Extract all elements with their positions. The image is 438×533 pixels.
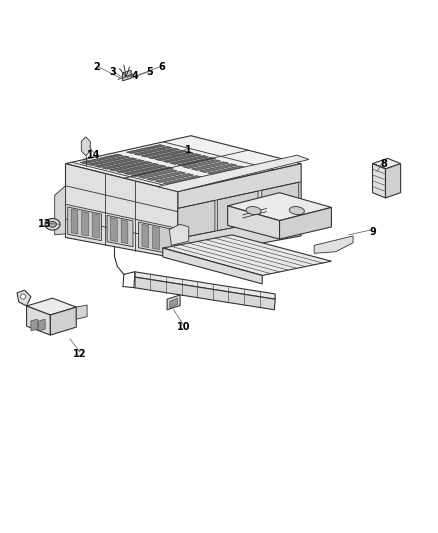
Text: 10: 10: [177, 322, 190, 332]
Polygon shape: [110, 217, 117, 241]
Polygon shape: [138, 222, 176, 255]
Polygon shape: [76, 305, 87, 319]
Polygon shape: [279, 207, 332, 239]
Polygon shape: [141, 148, 180, 157]
Polygon shape: [178, 200, 215, 238]
Polygon shape: [372, 158, 401, 169]
Polygon shape: [17, 290, 31, 306]
Polygon shape: [170, 156, 208, 164]
Text: 8: 8: [380, 159, 387, 168]
Polygon shape: [66, 136, 301, 191]
Polygon shape: [95, 158, 137, 167]
Polygon shape: [92, 214, 99, 238]
Polygon shape: [178, 164, 301, 259]
Polygon shape: [262, 182, 299, 222]
Polygon shape: [152, 227, 159, 249]
Polygon shape: [80, 154, 123, 164]
Polygon shape: [158, 155, 309, 191]
Polygon shape: [372, 164, 385, 198]
Polygon shape: [82, 212, 88, 236]
Polygon shape: [66, 164, 178, 259]
Polygon shape: [171, 177, 210, 187]
Polygon shape: [81, 137, 90, 156]
Polygon shape: [50, 307, 76, 335]
Polygon shape: [27, 306, 50, 335]
Polygon shape: [107, 215, 133, 247]
Polygon shape: [199, 164, 237, 173]
Text: 13: 13: [39, 219, 52, 229]
Text: 4: 4: [131, 70, 138, 80]
Polygon shape: [121, 220, 128, 244]
Polygon shape: [134, 147, 173, 155]
Polygon shape: [163, 235, 332, 276]
Polygon shape: [134, 272, 275, 299]
Polygon shape: [169, 224, 189, 245]
Polygon shape: [162, 154, 201, 163]
Polygon shape: [71, 209, 78, 234]
Ellipse shape: [21, 294, 26, 299]
Polygon shape: [155, 174, 194, 182]
Polygon shape: [39, 319, 45, 331]
Polygon shape: [138, 169, 177, 179]
Polygon shape: [142, 224, 148, 248]
Polygon shape: [228, 206, 279, 239]
Polygon shape: [148, 150, 187, 159]
Polygon shape: [131, 167, 173, 176]
Polygon shape: [124, 165, 166, 175]
Polygon shape: [109, 161, 152, 171]
Polygon shape: [385, 164, 401, 198]
Text: 14: 14: [87, 150, 100, 160]
Text: 2: 2: [94, 62, 100, 72]
Polygon shape: [155, 152, 194, 161]
Ellipse shape: [49, 221, 57, 227]
Polygon shape: [102, 159, 145, 169]
Polygon shape: [215, 168, 253, 176]
Text: 1: 1: [185, 146, 192, 156]
Polygon shape: [31, 319, 37, 331]
Polygon shape: [55, 186, 66, 235]
Polygon shape: [228, 192, 332, 221]
Text: 12: 12: [73, 349, 86, 359]
Polygon shape: [163, 248, 262, 284]
Polygon shape: [314, 236, 353, 253]
Polygon shape: [87, 156, 130, 166]
Ellipse shape: [246, 207, 261, 215]
Text: 3: 3: [110, 67, 117, 77]
Text: 9: 9: [369, 227, 376, 237]
Polygon shape: [27, 298, 76, 315]
Polygon shape: [191, 162, 229, 171]
Polygon shape: [147, 172, 186, 181]
Polygon shape: [183, 160, 221, 168]
Ellipse shape: [45, 219, 60, 230]
Text: 5: 5: [146, 67, 153, 77]
Polygon shape: [163, 176, 202, 184]
Polygon shape: [68, 207, 102, 241]
Ellipse shape: [289, 207, 304, 215]
Polygon shape: [123, 70, 131, 81]
Polygon shape: [134, 277, 275, 310]
Polygon shape: [127, 144, 165, 154]
Polygon shape: [170, 298, 177, 308]
Polygon shape: [217, 191, 258, 231]
Polygon shape: [208, 166, 245, 174]
Polygon shape: [117, 163, 159, 173]
Polygon shape: [167, 295, 180, 310]
Text: 6: 6: [159, 62, 165, 72]
Polygon shape: [177, 157, 215, 166]
